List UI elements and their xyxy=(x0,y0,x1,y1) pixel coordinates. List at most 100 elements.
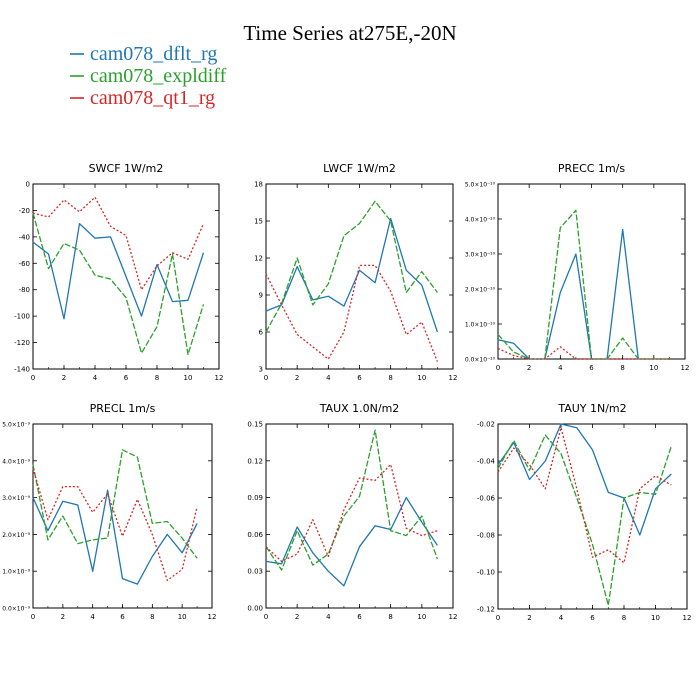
y-tick-label: -0.10 xyxy=(477,569,495,577)
x-tick-label: 8 xyxy=(388,613,392,621)
series-line xyxy=(32,196,205,291)
series-line xyxy=(497,427,672,564)
y-tick-label: -40 xyxy=(19,233,30,241)
x-tick-label: 10 xyxy=(178,613,187,621)
chart-panel: TAUX 1.0N/m2 0 2 4 6 8 10 12 0.00 0.03 0.06 0.09 0.1… xyxy=(247,402,457,621)
panel-title: TAUY 1N/m2 xyxy=(557,402,626,415)
y-tick-label: -100 xyxy=(14,313,30,321)
x-tick-label: 2 xyxy=(295,374,299,382)
panel-title: LWCF 1W/m2 xyxy=(323,162,396,175)
x-tick-label: 6 xyxy=(120,613,125,621)
x-tick-label: 6 xyxy=(124,374,129,382)
series-line xyxy=(32,222,205,320)
x-tick-label: 10 xyxy=(649,364,658,372)
y-tick-label: 3.0×10⁻⁹ xyxy=(2,495,30,502)
y-tick-label: 0.0×10⁻⁹ xyxy=(2,606,30,613)
y-tick-label: 0.03 xyxy=(247,568,263,576)
y-tick-label: -0.06 xyxy=(477,495,496,503)
y-tick-label: 4.0×10⁻⁹ xyxy=(2,458,30,465)
plot-frame xyxy=(265,423,454,609)
legend-label: cam078_dflt_rg xyxy=(90,43,217,65)
y-tick-label: -0.04 xyxy=(477,458,496,466)
series-line xyxy=(32,489,198,585)
series-line xyxy=(265,496,438,587)
series-line xyxy=(265,217,439,333)
y-tick-label: 5.0×10⁻⁹ xyxy=(2,422,30,429)
y-tick-label: 0 xyxy=(26,181,30,189)
x-tick-label: 4 xyxy=(558,364,563,372)
x-tick-label: 0 xyxy=(264,374,268,382)
x-tick-label: 4 xyxy=(326,374,331,382)
x-tick-label: 6 xyxy=(589,364,594,372)
x-tick-label: 2 xyxy=(61,613,65,621)
y-tick-label: 0.00 xyxy=(247,605,263,613)
y-tick-label: 4.0×10⁻¹⁰ xyxy=(465,217,496,224)
x-tick-label: 8 xyxy=(388,374,392,382)
x-tick-label: 6 xyxy=(357,374,362,382)
series-line xyxy=(32,449,198,559)
x-tick-label: 10 xyxy=(417,374,426,382)
y-tick-label: -80 xyxy=(19,286,30,294)
y-tick-label: 5.0×10⁻¹⁰ xyxy=(465,182,496,189)
y-tick-label: 18 xyxy=(254,181,263,189)
x-tick-label: 2 xyxy=(527,364,531,372)
legend-label: cam078_expldiff xyxy=(90,65,227,87)
x-tick-label: 12 xyxy=(449,374,458,382)
y-tick-label: 0.09 xyxy=(247,494,263,502)
x-tick-label: 0 xyxy=(264,613,268,621)
series-line xyxy=(265,200,438,333)
y-tick-label: -60 xyxy=(19,260,30,268)
x-tick-label: 12 xyxy=(215,374,224,382)
series-line xyxy=(32,212,205,356)
panel-title: TAUX 1.0N/m2 xyxy=(319,402,400,415)
y-tick-label: -0.08 xyxy=(477,532,495,540)
x-tick-label: 12 xyxy=(681,364,690,372)
series-line xyxy=(497,228,670,360)
y-tick-label: -120 xyxy=(14,339,30,347)
y-tick-label: 3.0×10⁻¹⁰ xyxy=(465,252,496,259)
chart-panel: PRECC 1m/s 0 2 4 6 8 10 12 0.0×10⁻¹⁰ 1.0×10⁻¹⁰ 2.0… xyxy=(465,162,690,372)
panel-title: PRECL 1m/s xyxy=(90,402,156,415)
x-tick-label: 4 xyxy=(93,374,98,382)
x-tick-label: 8 xyxy=(622,614,626,622)
x-tick-label: 2 xyxy=(62,374,66,382)
legend-label: cam078_qt1_rg xyxy=(90,87,215,109)
y-tick-label: 0.06 xyxy=(247,531,263,539)
chart-panel: SWCF 1W/m2 0 2 4 6 8 10 12 -140 -120 -100 -80 -60 -40… xyxy=(14,162,223,382)
panel-title: PRECC 1m/s xyxy=(558,162,626,175)
y-tick-label: 1.0×10⁻¹⁰ xyxy=(465,322,496,329)
chart-panel: LWCF 1W/m2 0 2 4 6 8 10 12 3 6 9 12 15 18 xyxy=(254,162,457,382)
series-line xyxy=(265,264,439,362)
y-tick-label: 2.0×10⁻⁹ xyxy=(2,532,30,539)
x-tick-label: 0 xyxy=(496,614,500,622)
y-tick-label: 3 xyxy=(259,366,263,374)
y-tick-label: 15 xyxy=(254,218,263,226)
chart-panels: SWCF 1W/m2 0 2 4 6 8 10 12 -140 -120 -100 -80 -60 -40… xyxy=(2,162,691,622)
series-line xyxy=(32,468,198,582)
plot-frame xyxy=(497,183,686,360)
series-line xyxy=(497,346,670,360)
y-tick-label: 1.0×10⁻⁹ xyxy=(2,569,30,576)
y-tick-label: 12 xyxy=(254,255,263,263)
y-tick-label: 0.0×10⁻¹⁰ xyxy=(465,357,496,364)
x-tick-label: 0 xyxy=(31,613,35,621)
x-tick-label: 6 xyxy=(357,613,362,621)
x-tick-label: 12 xyxy=(208,613,217,621)
plot-frame xyxy=(32,423,213,609)
series-line xyxy=(497,423,672,536)
y-tick-label: -20 xyxy=(19,207,30,215)
y-tick-label: 2.0×10⁻¹⁰ xyxy=(465,287,496,294)
plot-frame xyxy=(265,183,454,370)
y-tick-label: 9 xyxy=(259,292,263,300)
x-tick-label: 4 xyxy=(326,613,331,621)
series-line xyxy=(265,463,438,563)
x-tick-label: 10 xyxy=(184,374,193,382)
chart-panel: TAUY 1N/m2 0 2 4 6 8 10 12 -0.12 -0.10 -0.08 -0.06 -… xyxy=(477,402,692,622)
y-tick-label: -0.12 xyxy=(477,606,495,614)
x-tick-label: 2 xyxy=(295,613,299,621)
x-tick-label: 12 xyxy=(683,614,692,622)
x-tick-label: 0 xyxy=(31,374,35,382)
x-tick-label: 12 xyxy=(449,613,458,621)
x-tick-label: 10 xyxy=(651,614,660,622)
